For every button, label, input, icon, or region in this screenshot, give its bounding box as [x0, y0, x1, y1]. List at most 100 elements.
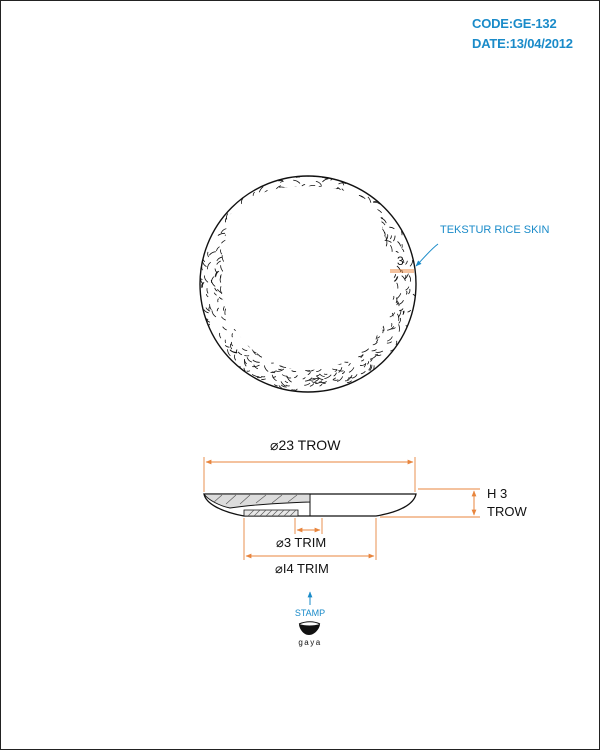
- rice-grain-mark: [376, 324, 381, 331]
- rice-grain-mark: [377, 235, 381, 239]
- rice-grain-mark: [359, 195, 366, 202]
- rice-grain-mark: [277, 211, 284, 214]
- rice-grain-mark: [319, 383, 323, 387]
- rice-grain-mark: [279, 181, 284, 183]
- rice-grain-mark: [220, 286, 223, 295]
- rice-grain-mark: [373, 249, 376, 258]
- rice-grain-mark: [235, 237, 239, 241]
- rice-grain-mark: [320, 363, 324, 365]
- side-body: [203, 493, 417, 517]
- rice-grain-mark: [224, 345, 230, 348]
- rice-grain-mark: [199, 275, 203, 281]
- rice-grain-mark: [265, 210, 270, 217]
- rice-grain-mark: [263, 190, 268, 195]
- rice-grain-mark: [276, 368, 285, 372]
- rice-grain-mark: [391, 327, 396, 330]
- rice-grain-mark: [316, 368, 322, 372]
- rice-grain-mark: [341, 371, 346, 375]
- rice-grain-mark: [366, 231, 369, 236]
- rice-grain-mark: [246, 357, 253, 363]
- rice-grain-mark: [206, 288, 209, 294]
- rice-grain-mark: [369, 354, 377, 360]
- rice-grain-mark: [315, 181, 322, 186]
- rice-grain-mark: [397, 241, 401, 247]
- rice-grain-mark: [239, 318, 243, 325]
- rice-grain-mark: [293, 196, 298, 200]
- rice-grain-mark: [201, 282, 204, 289]
- rice-grain-mark: [309, 203, 317, 206]
- rice-grain-mark: [401, 243, 403, 249]
- rice-grain-mark: [279, 186, 286, 189]
- rice-grain-mark: [397, 309, 402, 318]
- rice-grain-mark: [324, 196, 331, 201]
- rice-grain-mark: [225, 287, 229, 294]
- rice-grain-mark: [267, 210, 272, 214]
- rice-grain-mark: [314, 362, 322, 365]
- rice-grain-mark: [268, 195, 274, 198]
- rice-grain-mark: [295, 200, 302, 205]
- rice-grain-mark: [374, 244, 380, 249]
- rice-grain-mark: [242, 228, 244, 233]
- rice-grain-mark: [361, 348, 369, 353]
- rice-grain-mark: [385, 298, 388, 302]
- rice-grain-mark: [233, 233, 241, 237]
- rice-grain-mark: [249, 339, 252, 344]
- rice-grain-mark: [309, 383, 315, 387]
- rice-grain-mark: [362, 210, 367, 214]
- rice-grain-mark: [396, 301, 399, 306]
- side-view: ⌀23 TROW H 3 TROW ⌀3 TRIM ⌀I4 T: [203, 437, 527, 618]
- rice-grain-mark: [363, 363, 366, 368]
- rice-grain-mark: [204, 275, 209, 283]
- rice-grain-mark: [235, 223, 241, 228]
- rice-grain-mark: [330, 204, 334, 207]
- rice-grain-mark: [358, 354, 364, 358]
- rice-grain-mark: [347, 204, 356, 206]
- rice-grain-mark: [244, 359, 247, 367]
- rice-grain-mark: [286, 376, 292, 379]
- rice-grain-mark: [269, 347, 278, 351]
- rice-grain-mark: [289, 365, 297, 369]
- rice-grain-mark: [402, 310, 405, 315]
- rice-grain-mark: [343, 344, 347, 347]
- rice-grain-mark: [276, 202, 284, 206]
- rice-grain-mark: [339, 353, 345, 356]
- rice-grain-mark: [280, 384, 287, 388]
- rice-grain-mark: [245, 333, 248, 338]
- rice-grain-mark: [300, 192, 308, 194]
- rice-grain-mark: [311, 187, 316, 190]
- rice-grain-mark: [345, 348, 353, 350]
- texture-label: TEKSTUR RICE SKIN: [440, 224, 549, 236]
- rice-grain-mark: [336, 348, 345, 352]
- rice-grain-mark: [285, 357, 291, 361]
- rice-grain-mark: [285, 384, 290, 387]
- rice-grain-mark: [231, 240, 236, 243]
- rice-grain-mark: [238, 256, 240, 263]
- rice-grain-mark: [387, 295, 390, 303]
- rice-grain-mark: [279, 352, 284, 355]
- rice-grain-mark: [221, 239, 228, 244]
- rice-grain-mark: [235, 297, 239, 305]
- rice-grain-mark: [356, 196, 361, 202]
- rice-grain-mark: [348, 214, 354, 216]
- stamp-label: STAMP: [295, 608, 325, 618]
- rice-grain-mark: [293, 201, 298, 205]
- rice-grain-mark: [241, 348, 248, 351]
- rice-grain-mark: [359, 227, 367, 229]
- top-view: 3 TEKSTUR RICE SKIN: [199, 175, 549, 393]
- rice-grain-mark: [286, 197, 290, 200]
- rice-grain-mark: [230, 212, 236, 215]
- rice-grain-mark: [380, 227, 386, 234]
- rice-grain-mark: [372, 307, 379, 313]
- rice-grain-mark: [316, 374, 321, 377]
- rice-grain-mark: [378, 215, 382, 224]
- rice-grain-mark: [405, 260, 408, 265]
- rice-grain-mark: [370, 228, 375, 231]
- rice-grain-mark: [271, 362, 275, 364]
- rice-grain-mark: [217, 232, 226, 236]
- rice-grain-mark: [272, 376, 277, 378]
- rice-grain-mark: [332, 379, 339, 381]
- height-label-2: TROW: [487, 504, 527, 519]
- rice-grain-mark: [374, 353, 379, 356]
- rice-grain-mark: [378, 281, 383, 285]
- rice-grain-mark: [296, 195, 301, 198]
